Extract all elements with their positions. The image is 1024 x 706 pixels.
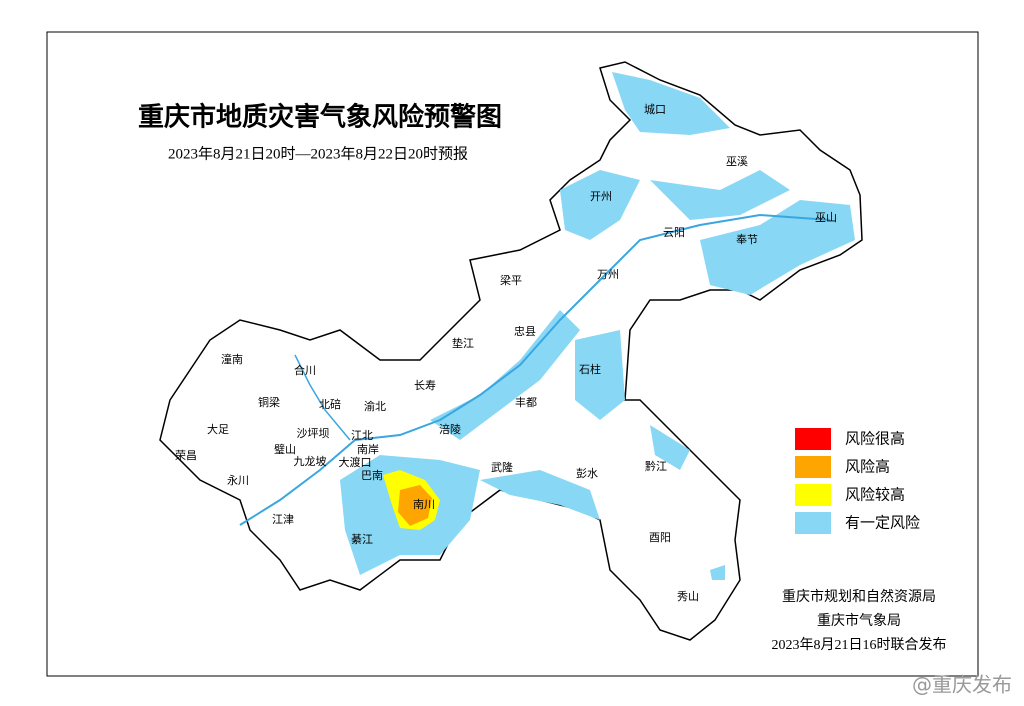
risk-area-orange: [398, 485, 432, 526]
risk-area: [650, 425, 690, 470]
watermark: @重庆发布: [912, 673, 1012, 697]
district-label: 渝北: [364, 399, 386, 413]
risk-area: [430, 310, 580, 440]
district-label: 忠县: [514, 325, 536, 338]
district-label: 北碚: [319, 397, 341, 411]
district-label: 酉阳: [649, 531, 671, 544]
risk-area: [480, 470, 600, 520]
district-label: 璧山: [274, 442, 296, 456]
legend-label: 风险高: [845, 458, 890, 476]
district-label: 江北: [351, 429, 373, 442]
district-label: 云阳: [663, 226, 685, 239]
district-label: 垫江: [452, 336, 474, 350]
legend-swatch: [795, 428, 831, 450]
district-label: 开州: [590, 190, 612, 203]
risk-area: [710, 565, 725, 580]
issuer: 重庆市气象局: [817, 612, 901, 629]
district-label: 南川: [413, 498, 435, 511]
district-label: 合川: [294, 363, 316, 377]
legend-swatch: [795, 512, 831, 534]
district-label: 荣昌: [175, 449, 197, 462]
district-label: 长寿: [414, 378, 436, 392]
risk-area: [650, 170, 790, 220]
district-label: 丰都: [515, 396, 537, 409]
district-label: 九龙坡: [294, 455, 327, 468]
district-label: 彭水: [576, 466, 598, 480]
district-label: 黔江: [645, 459, 667, 473]
district-label: 潼南: [221, 352, 243, 366]
legend-label: 风险较高: [845, 486, 905, 504]
subtitle: 2023年8月21日20时—2023年8月22日20时预报: [168, 145, 468, 162]
district-label: 南岸: [357, 443, 379, 456]
district-label: 铜梁: [258, 395, 280, 409]
river: [294, 354, 351, 441]
district-label: 石柱: [579, 362, 601, 376]
district-label: 武隆: [491, 460, 513, 474]
risk-area: [700, 200, 855, 295]
district-label: 秀山: [677, 590, 699, 603]
risk-area: [612, 72, 730, 135]
risk-area: [560, 170, 640, 240]
district-label: 巫山: [815, 211, 837, 224]
district-label: 江津: [272, 513, 294, 526]
river: [239, 213, 831, 526]
district-label: 巴南: [361, 469, 383, 482]
district-label: 万州: [597, 268, 619, 281]
issuer: 重庆市规划和自然资源局: [782, 588, 936, 605]
district-label: 巫溪: [726, 155, 748, 168]
district-label: 奉节: [736, 232, 758, 246]
risk-areas: [340, 72, 855, 580]
issue-time: 2023年8月21日16时联合发布: [772, 637, 947, 653]
map: 城口 巫溪 开州 云阳 奉节 巫山 梁平 万州 忠县 垫江 石柱 潼南 合川 长…: [159, 61, 863, 641]
risk-area: [575, 330, 625, 420]
legend-swatch: [795, 456, 831, 478]
legend-label: 有一定风险: [845, 514, 920, 532]
legend-label: 风险很高: [845, 430, 905, 448]
district-label: 綦江: [351, 533, 373, 546]
district-label: 大渡口: [339, 455, 372, 469]
district-label: 永川: [227, 473, 249, 487]
legend-swatch: [795, 484, 831, 506]
district-label: 涪陵: [439, 422, 461, 436]
district-label: 大足: [207, 422, 229, 436]
title: 重庆市地质灾害气象风险预警图: [138, 102, 502, 133]
district-label: 梁平: [500, 273, 522, 287]
district-label: 城口: [644, 103, 666, 116]
district-label: 沙坪坝: [297, 426, 330, 440]
